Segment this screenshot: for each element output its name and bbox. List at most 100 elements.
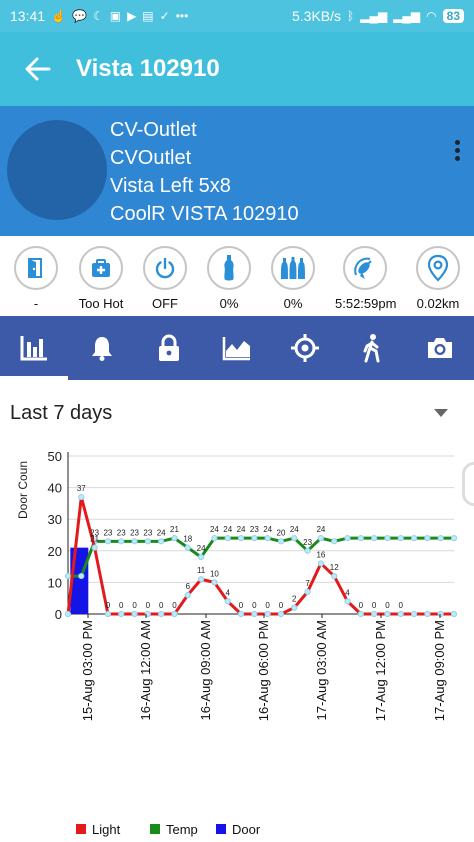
- light-point: [317, 560, 324, 567]
- device-location: Vista Left 5x8: [110, 175, 231, 197]
- stat-power[interactable]: OFF: [135, 246, 195, 311]
- light-data-label: 0: [159, 601, 164, 610]
- tab-walking[interactable]: [339, 316, 407, 380]
- light-point: [211, 579, 218, 586]
- light-data-label: 37: [77, 484, 86, 493]
- temp-data-label: 24: [290, 525, 299, 534]
- temp-point: [171, 535, 178, 542]
- stat-label: -: [33, 296, 39, 311]
- legend-label: Door: [232, 822, 261, 837]
- temp-point: [118, 538, 125, 545]
- stat-ping[interactable]: 5:52:59pm: [335, 246, 396, 311]
- crosshair-icon: [290, 334, 319, 362]
- temp-point: [158, 538, 165, 545]
- y-tick-label: 10: [48, 575, 62, 590]
- light-data-label: 0: [265, 601, 270, 610]
- light-data-label: 16: [316, 550, 325, 559]
- stat-bottles[interactable]: 0%: [263, 246, 323, 311]
- stat-distance[interactable]: 0.02km: [408, 246, 468, 311]
- date-range-label: Last 7 days: [10, 401, 113, 424]
- light-point: [304, 588, 311, 595]
- health-kit-icon: [79, 246, 123, 290]
- light-data-label: 0: [106, 601, 111, 610]
- temp-data-label: 24: [237, 525, 246, 534]
- hand-icon: ☝: [51, 9, 66, 23]
- temp-point: [277, 538, 285, 545]
- y-tick-label: 40: [48, 481, 62, 496]
- light-point: [371, 610, 378, 618]
- light-point: [277, 610, 285, 618]
- tab-lock[interactable]: [135, 316, 203, 380]
- temp-point: [331, 538, 338, 545]
- temp-point: [78, 572, 85, 580]
- device-model: CoolR VISTA 102910: [110, 203, 299, 225]
- temp-point: [184, 544, 191, 551]
- arrow-left-icon: [25, 57, 51, 81]
- light-point: [91, 544, 98, 551]
- x-tick-label: 17-Aug 12:00 PM: [373, 620, 388, 721]
- light-data-label: 0: [132, 601, 137, 610]
- news-icon: ▤: [142, 9, 154, 23]
- light-point: [171, 610, 178, 618]
- signal2-icon: ▂▄▆: [393, 9, 421, 23]
- device-header: CV-Outlet CVOutlet Vista Left 5x8 CoolR …: [0, 106, 474, 236]
- light-point: [104, 610, 112, 618]
- stat-label: 0%: [219, 296, 239, 311]
- line-chart-icon: [222, 337, 251, 361]
- light-point: [344, 598, 351, 605]
- x-tick-label: 17-Aug 09:00 PM: [432, 620, 447, 721]
- temp-point: [131, 538, 138, 545]
- light-data-label: 2: [292, 595, 297, 604]
- x-tick-label: 16-Aug 06:00 PM: [256, 620, 271, 721]
- stat-door[interactable]: -: [6, 246, 66, 311]
- temp-series-line: [68, 536, 454, 578]
- date-range-selector[interactable]: Last 7 days: [0, 390, 474, 436]
- light-point: [144, 610, 151, 618]
- temp-data-label: 23: [130, 528, 139, 537]
- light-data-label: 0: [372, 601, 377, 610]
- stat-temperature[interactable]: Too Hot: [71, 246, 131, 311]
- y-tick-label: 30: [48, 512, 62, 527]
- temp-point: [251, 535, 258, 542]
- bell-icon: [91, 337, 112, 361]
- lock-icon: [159, 334, 180, 361]
- tab-target[interactable]: [271, 316, 339, 380]
- back-button[interactable]: [0, 55, 76, 83]
- temp-point: [424, 535, 431, 542]
- temp-point: [144, 538, 151, 545]
- scroll-handle[interactable]: [462, 462, 474, 506]
- battery-icon: 83: [442, 9, 464, 23]
- light-point: [357, 610, 364, 618]
- temp-point: [450, 535, 458, 542]
- network-speed: 5.3KB/s: [291, 8, 342, 24]
- light-data-label: 11: [197, 566, 206, 575]
- temp-point: [64, 572, 72, 580]
- tab-line-chart[interactable]: [203, 316, 271, 380]
- temp-point: [237, 535, 245, 542]
- legend-label: Light: [92, 822, 121, 837]
- tab-bar: [0, 316, 474, 380]
- x-tick-label: 16-Aug 12:00 AM: [138, 620, 153, 720]
- tab-alerts[interactable]: [68, 316, 136, 380]
- bottles-icon: [271, 246, 315, 290]
- temp-point: [211, 535, 218, 542]
- light-data-label: 4: [345, 588, 350, 597]
- temp-point: [264, 535, 271, 542]
- light-point: [424, 610, 431, 618]
- tab-bar-chart[interactable]: [0, 316, 68, 380]
- more-options-icon[interactable]: [455, 140, 460, 161]
- device-outlet-name: CVOutlet: [110, 147, 192, 169]
- location-pin-icon: [416, 246, 460, 290]
- light-point: [384, 610, 391, 618]
- temp-data-label: 23: [90, 528, 99, 537]
- light-data-label: 0: [385, 601, 390, 610]
- light-data-label: 0: [359, 601, 364, 610]
- light-data-label: 0: [146, 601, 151, 610]
- light-data-label: 10: [210, 569, 219, 578]
- stat-bottle[interactable]: 0%: [199, 246, 259, 311]
- light-point: [437, 610, 444, 618]
- tab-camera[interactable]: [406, 316, 474, 380]
- light-data-label: 0: [252, 601, 257, 610]
- temp-data-label: 24: [223, 525, 232, 534]
- light-point: [450, 610, 458, 618]
